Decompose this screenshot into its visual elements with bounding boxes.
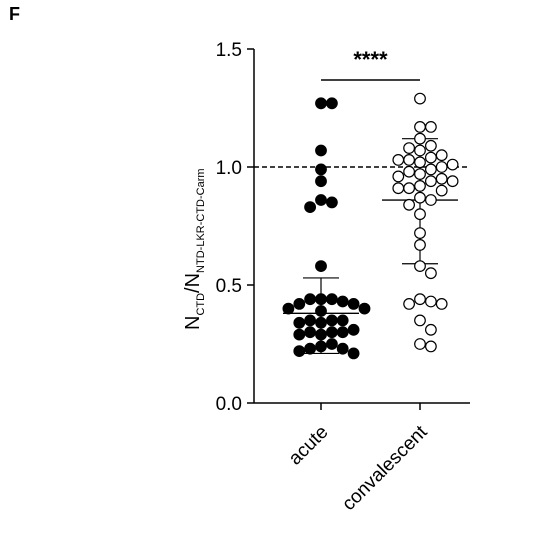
acute-data-point [315,260,327,273]
convalescent-data-point [403,153,416,166]
convalescent-data-point [435,161,448,173]
acute-data-point [326,338,338,350]
convalescent-data-point [446,158,459,171]
acute-data-point [315,340,327,353]
convalescent-data-point [425,194,437,206]
acute-data-point [347,347,360,360]
data-points-group [282,92,459,360]
convalescent-data-point [425,139,437,152]
acute-data-point [347,323,360,336]
convalescent-data-point [425,323,437,336]
acute-data-point [336,295,349,308]
convalescent-data-point [435,172,448,185]
y-axis-label: NCTD/NNTD-LKR-CTD-Carm [182,168,207,330]
significance-group: **** [321,47,420,81]
convalescent-data-point [414,227,426,240]
acute-data-point [347,298,360,310]
convalescent-data-point [414,179,426,192]
category-label: acute [285,422,333,470]
acute-data-point [293,316,306,329]
convalescent-data-point [414,260,426,273]
acute-data-point [358,302,371,315]
acute-data-point [315,163,327,176]
convalescent-data-point [392,182,405,195]
acute-data-point [326,293,338,306]
acute-data-point [315,305,327,317]
acute-data-point [336,314,349,327]
convalescent-data-point [414,132,426,145]
y-tick-label: 1.0 [216,158,242,179]
convalescent-data-point [425,151,437,164]
acute-data-point [315,316,327,329]
convalescent-data-point [414,120,426,133]
y-tick-label: 0.0 [216,394,242,415]
convalescent-data-point [435,149,448,162]
acute-data-point [336,326,349,339]
y-tick-label: 0.5 [216,276,242,297]
panel-label: F [9,4,20,24]
category-labels-group: acute convalescent [285,421,432,515]
acute-data-point [315,97,327,110]
acute-data-point [315,194,327,206]
convalescent-data-point [425,340,437,353]
acute-data-point [304,201,317,214]
acute-data-point [282,302,295,315]
convalescent-data-point [414,293,426,306]
acute-data-point [293,298,306,310]
convalescent-data-point [392,153,405,166]
convalescent-data-point [403,298,416,310]
convalescent-data-point [414,191,426,204]
acute-data-point [326,196,338,209]
acute-data-point [315,144,327,157]
convalescent-data-point [414,208,426,221]
category-label: convalescent [338,421,432,515]
convalescent-data-point [425,163,437,176]
acute-data-point [315,293,327,306]
acute-data-point [315,175,327,188]
y-axis: 0.0 0.5 1.0 1.5 [216,40,255,415]
convalescent-data-point [392,170,405,183]
acute-data-point [336,342,349,355]
convalescent-data-point [425,120,437,133]
convalescent-data-point [414,238,426,251]
x-axis [254,402,470,410]
convalescent-data-point [403,142,416,155]
acute-data-point [304,342,317,355]
convalescent-data-point [414,156,426,169]
convalescent-data-point [435,184,448,197]
convalescent-data-point [403,198,416,211]
y-axis-label-group: NCTD/NNTD-LKR-CTD-Carm [182,168,207,330]
convalescent-data-point [425,175,437,188]
acute-data-point [315,328,327,341]
significance-label: **** [353,47,388,72]
acute-data-point [304,326,317,339]
convalescent-data-point [435,298,448,310]
convalescent-data-point [403,165,416,178]
convalescent-data-point [414,338,426,350]
y-tick-label: 1.5 [216,40,242,61]
convalescent-data-point [414,92,426,105]
acute-data-point [293,328,306,341]
acute-data-point [326,326,338,339]
convalescent-data-point [425,267,437,280]
convalescent-data-point [414,168,426,181]
acute-data-point [326,314,338,327]
convalescent-data-point [414,144,426,157]
acute-data-point [326,97,338,110]
convalescent-data-point [446,175,459,188]
convalescent-data-point [425,295,437,308]
convalescent-data-point [414,314,426,327]
acute-data-point [293,345,306,358]
acute-data-point [304,314,317,327]
acute-data-point [304,293,317,306]
convalescent-data-point [403,182,416,195]
